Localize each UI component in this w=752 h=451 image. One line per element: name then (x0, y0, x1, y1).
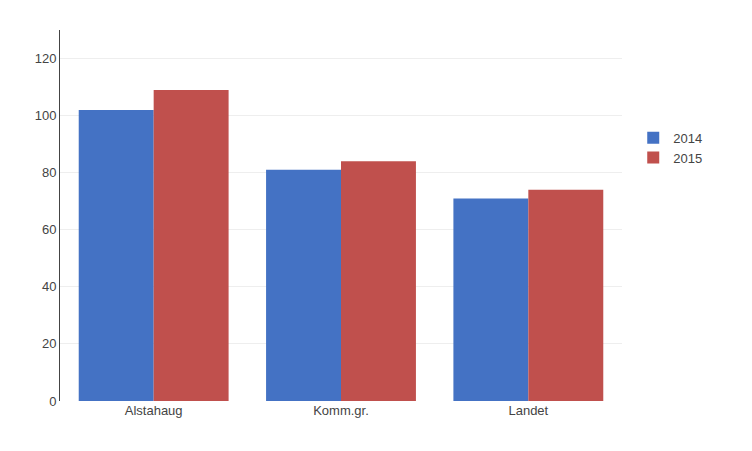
svg-text:20: 20 (42, 336, 56, 351)
svg-text:80: 80 (42, 165, 56, 180)
svg-text:Landet: Landet (508, 403, 548, 418)
svg-text:100: 100 (35, 108, 57, 123)
svg-text:2015: 2015 (673, 151, 702, 166)
svg-text:0: 0 (49, 394, 56, 409)
svg-text:2014: 2014 (673, 131, 702, 146)
svg-text:120: 120 (35, 51, 57, 66)
svg-text:Alstahaug: Alstahaug (125, 403, 183, 418)
svg-text:60: 60 (42, 222, 56, 237)
svg-text:40: 40 (42, 279, 56, 294)
svg-text:Komm.gr.: Komm.gr. (313, 403, 369, 418)
